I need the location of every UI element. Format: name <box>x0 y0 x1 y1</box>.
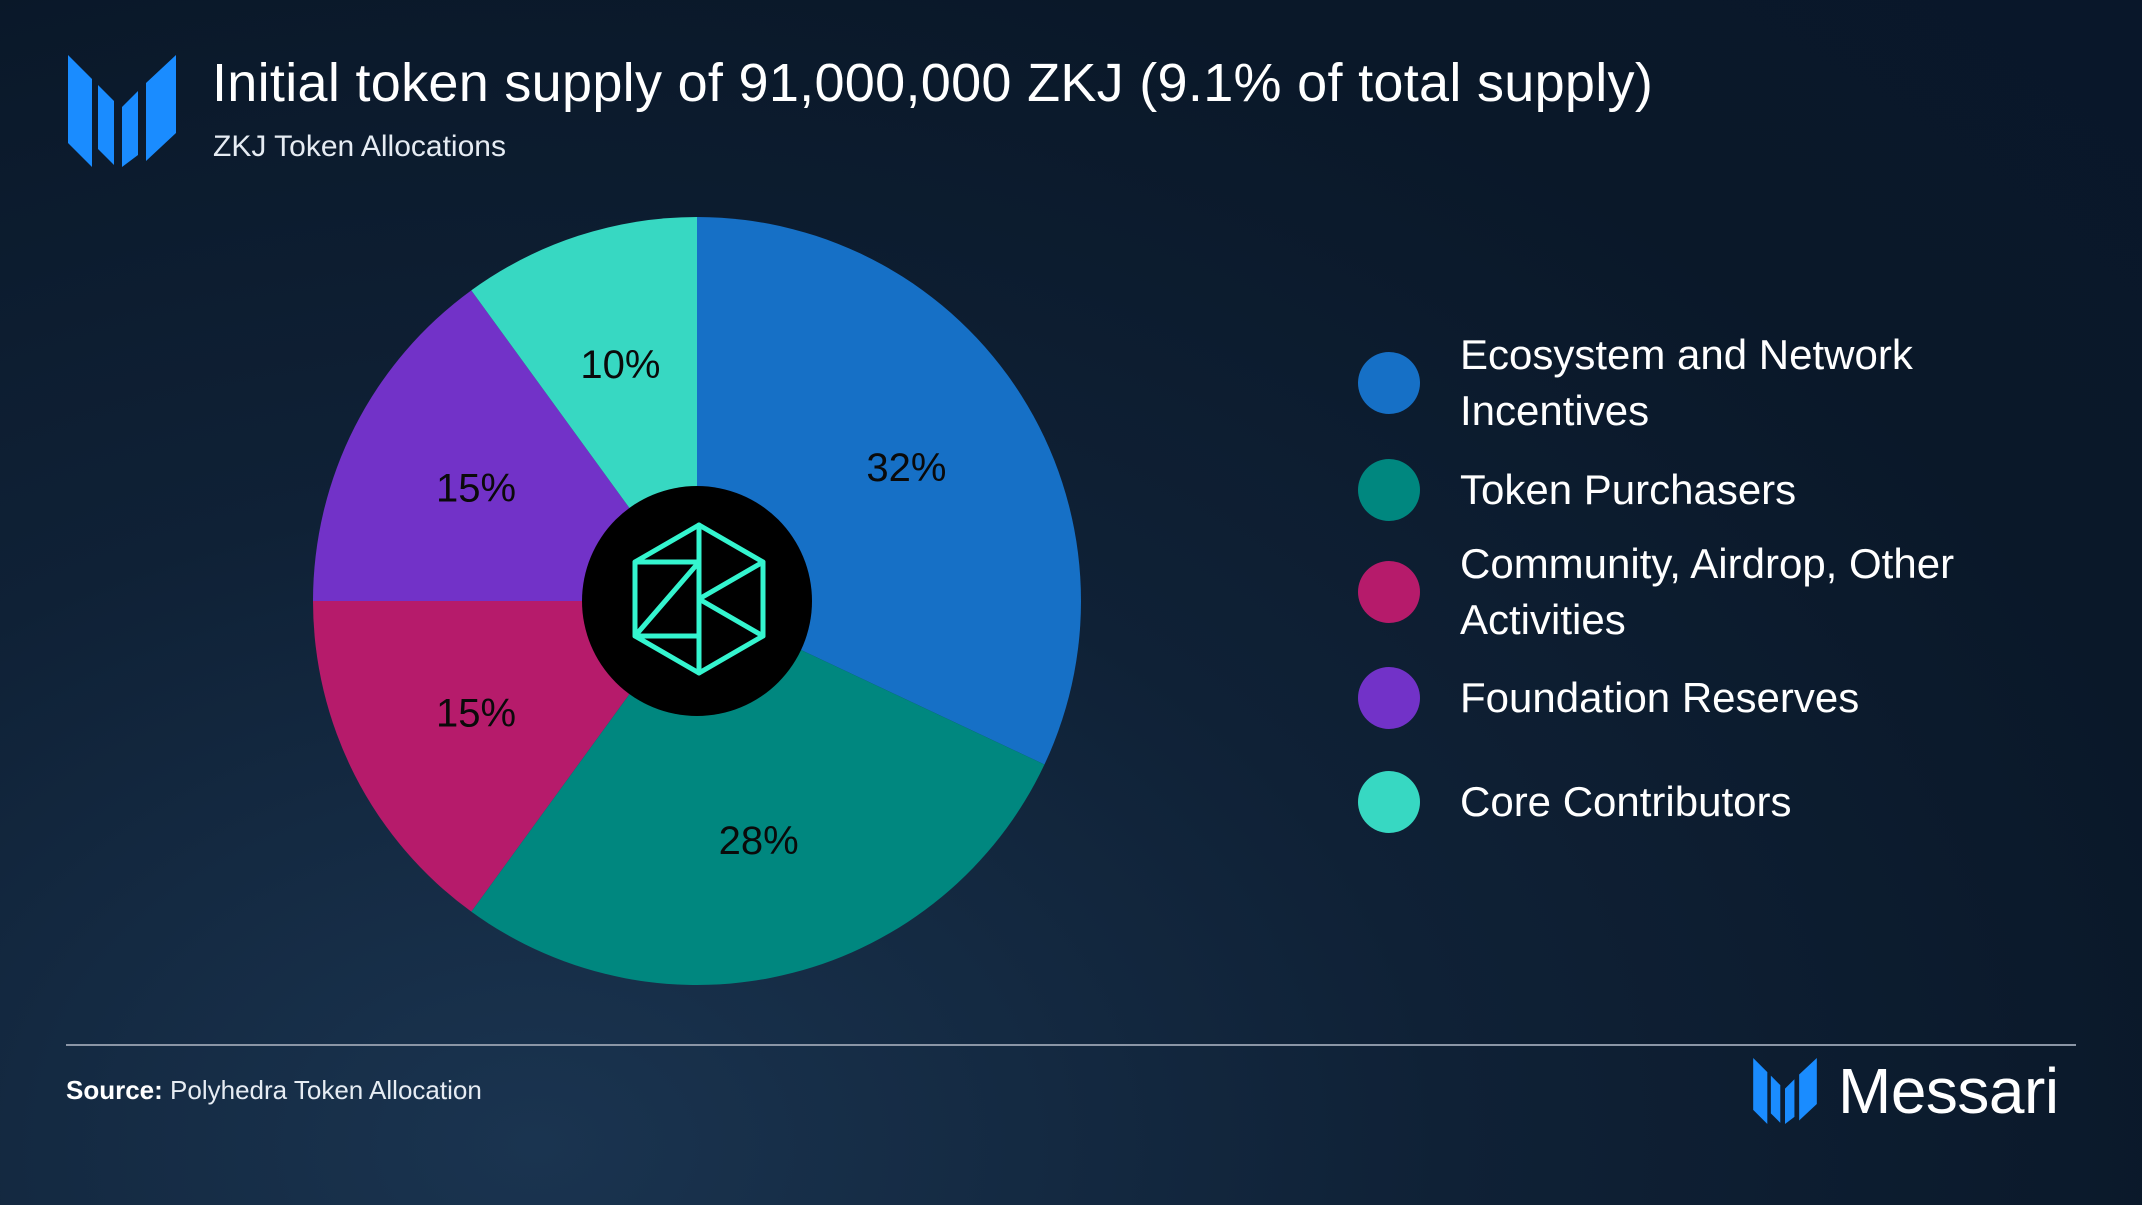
chart-subtitle: ZKJ Token Allocations <box>213 130 506 163</box>
legend-swatch <box>1358 352 1420 414</box>
pie-slice-foundation-reserves <box>313 290 697 601</box>
legend-swatch <box>1358 561 1420 623</box>
legend-label: Community, Airdrop, Other Activities <box>1460 540 1955 643</box>
messari-logo-icon <box>1753 1058 1817 1124</box>
slice-value-label: 10% <box>580 343 660 387</box>
pie-slice-community-airdrop-other-activities <box>313 601 697 912</box>
center-badge <box>582 486 812 716</box>
source-note: Source: Polyhedra Token Allocation <box>66 1075 482 1106</box>
legend-label: Ecosystem and Network Incentives <box>1460 331 1913 434</box>
slice-value-label: 32% <box>866 446 946 490</box>
legend-item: Token Purchasers <box>1358 459 2060 521</box>
brand-logo: Messari <box>1752 1054 2059 1128</box>
legend-swatch <box>1358 771 1420 833</box>
legend-item: Ecosystem and Network Incentives <box>1358 327 2060 439</box>
legend-label: Core Contributors <box>1460 778 1792 825</box>
chart-legend: Ecosystem and Network Incentives Token P… <box>1358 0 2098 1205</box>
chart-title: Initial token supply of 91,000,000 ZKJ (… <box>212 53 1654 113</box>
footer-divider <box>66 1044 2076 1046</box>
slice-value-label: 15% <box>436 692 516 736</box>
legend-swatch <box>1358 459 1420 521</box>
zk-hexagon-logo-icon <box>632 522 766 676</box>
legend-item: Core Contributors <box>1358 771 2060 833</box>
brand-name: Messari <box>1838 1055 2059 1127</box>
messari-logo-icon <box>68 55 176 167</box>
source-label: Source: <box>66 1075 163 1105</box>
legend-label: Token Purchasers <box>1460 466 1797 513</box>
legend-label: Foundation Reserves <box>1460 674 1860 721</box>
legend-item: Foundation Reserves <box>1358 667 2060 729</box>
pie-slice-labels: 32% 28% 15% 15% 10% <box>436 343 946 863</box>
slice-value-label: 28% <box>719 819 799 863</box>
legend-swatch <box>1358 667 1420 729</box>
legend-item: Community, Airdrop, Other Activities <box>1358 536 2020 648</box>
source-text: Polyhedra Token Allocation <box>170 1075 482 1105</box>
slice-value-label: 15% <box>436 466 516 510</box>
pie-slice-token-purchasers <box>471 601 1045 985</box>
